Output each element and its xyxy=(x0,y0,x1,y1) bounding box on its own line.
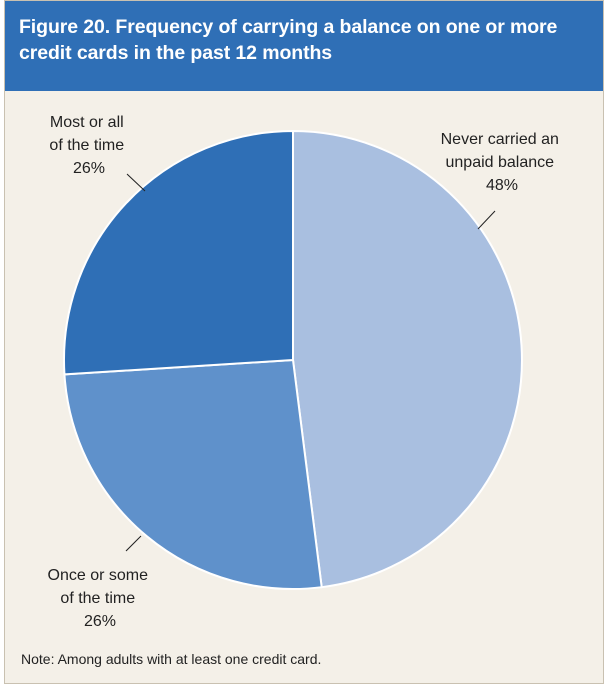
slice-label-once-or-some: Once or some of the time 26% xyxy=(48,567,153,630)
pie-slice-once-or-some xyxy=(63,358,323,590)
pie-slice-never-carried xyxy=(292,129,523,589)
slice-label-never-carried: Never carried an unpaid balance 48% xyxy=(441,131,564,194)
leader-lines xyxy=(125,173,496,552)
slice-label-most-or-all: Most or all of the time 26% xyxy=(49,114,128,177)
figure-title: Figure 20. Frequency of carrying a balan… xyxy=(5,1,603,91)
pie-slice-most-or-all xyxy=(63,129,294,376)
pie-chart: Never carried an unpaid balance 48% Once… xyxy=(48,114,564,630)
figure-panel: Figure 20. Frequency of carrying a balan… xyxy=(4,0,604,684)
figure-note: Note: Among adults with at least one cre… xyxy=(21,651,322,667)
leader-line-never-carried xyxy=(477,210,496,230)
leader-line-most-or-all xyxy=(126,173,146,192)
pie-slices xyxy=(63,129,523,590)
leader-line-once-or-some xyxy=(125,535,142,552)
